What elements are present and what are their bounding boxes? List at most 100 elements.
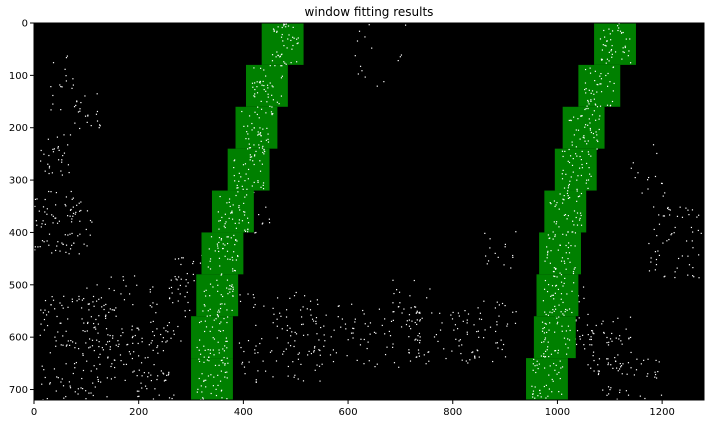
edge-pixel	[152, 286, 154, 288]
left-lane-pixel	[263, 88, 265, 91]
right-lane-pixel	[567, 325, 570, 327]
edge-pixel	[74, 347, 76, 349]
edge-pixel	[515, 311, 517, 313]
right-lane-pixel	[581, 150, 583, 153]
right-lane-pixel	[567, 185, 570, 187]
right-lane-pixel	[565, 268, 567, 270]
left-lane-pixel	[259, 80, 261, 83]
right-lane-pixel	[556, 323, 558, 325]
edge-pixel	[496, 324, 498, 326]
left-lane-pixel	[247, 228, 249, 230]
left-lane-pixel	[221, 216, 223, 219]
right-lane-pixel	[569, 197, 571, 199]
right-lane-pixel	[542, 300, 545, 302]
right-lane-window	[544, 190, 587, 233]
edge-pixel	[357, 73, 359, 75]
edge-pixel	[163, 327, 165, 329]
right-lane-pixel	[561, 393, 563, 395]
right-lane-pixel	[565, 308, 567, 311]
edge-pixel	[325, 314, 327, 316]
edge-pixel	[94, 326, 96, 328]
left-lane-pixel	[242, 188, 244, 190]
edge-pixel	[58, 220, 60, 222]
edge-pixel	[658, 254, 661, 256]
left-lane-pixel	[232, 295, 234, 297]
edge-pixel	[187, 282, 189, 284]
edge-pixel	[150, 342, 152, 344]
right-lane-pixel	[550, 353, 553, 355]
edge-pixel	[654, 373, 657, 376]
edge-pixel	[99, 125, 101, 127]
edge-pixel	[255, 345, 257, 347]
left-lane-pixel	[296, 42, 298, 45]
edge-pixel	[176, 279, 178, 281]
edge-pixel	[47, 311, 50, 313]
left-lane-pixel	[210, 392, 212, 395]
edge-pixel	[445, 357, 447, 360]
edge-pixel	[140, 382, 142, 384]
edge-pixel	[512, 254, 514, 257]
left-lane-pixel	[259, 127, 261, 129]
edge-pixel	[134, 334, 136, 337]
edge-pixel	[392, 343, 394, 345]
edge-pixel	[132, 304, 134, 306]
right-lane-pixel	[564, 150, 566, 152]
left-lane-pixel	[288, 34, 290, 36]
right-lane-pixel	[550, 295, 552, 298]
edge-pixel	[318, 349, 320, 351]
edge-pixel	[478, 318, 481, 320]
right-lane-pixel	[554, 350, 556, 352]
right-lane-pixel	[629, 38, 631, 40]
edge-pixel	[124, 379, 126, 381]
edge-pixel	[87, 115, 89, 117]
left-lane-pixel	[226, 347, 228, 349]
edge-pixel	[460, 352, 462, 355]
edge-pixel	[44, 376, 46, 379]
right-lane-pixel	[554, 275, 556, 278]
left-lane-pixel	[254, 111, 256, 113]
edge-pixel	[628, 337, 630, 339]
edge-pixel	[310, 352, 313, 355]
right-lane-pixel	[604, 36, 606, 38]
edge-pixel	[74, 367, 76, 369]
left-lane-pixel	[280, 95, 283, 97]
left-lane-pixel	[209, 308, 211, 310]
right-lane-pixel	[565, 343, 567, 345]
edge-pixel	[47, 163, 49, 165]
right-lane-pixel	[555, 204, 557, 206]
edge-pixel	[469, 359, 471, 361]
right-lane-pixel	[562, 313, 564, 315]
right-lane-pixel	[588, 167, 590, 169]
right-lane-pixel	[587, 187, 589, 190]
left-lane-pixel	[260, 67, 262, 69]
edge-pixel	[405, 323, 408, 326]
edge-pixel	[77, 348, 80, 350]
edge-pixel	[271, 350, 273, 352]
edge-pixel	[459, 339, 461, 341]
right-lane-pixel	[545, 397, 547, 399]
right-lane-pixel	[585, 108, 587, 110]
right-lane-pixel	[547, 250, 549, 252]
right-lane-pixel	[617, 29, 619, 32]
right-lane-pixel	[612, 90, 614, 92]
edge-pixel	[70, 190, 72, 193]
left-lane-pixel	[225, 340, 227, 343]
edge-pixel	[281, 328, 283, 330]
edge-pixel	[68, 171, 70, 174]
left-lane-window	[245, 64, 288, 107]
edge-pixel	[38, 210, 40, 212]
edge-pixel	[98, 345, 100, 348]
right-lane-pixel	[600, 58, 603, 60]
edge-pixel	[148, 372, 150, 374]
right-lane-pixel	[546, 257, 548, 259]
right-lane-pixel	[587, 140, 589, 142]
right-lane-pixel	[542, 355, 545, 357]
left-lane-pixel	[219, 303, 222, 305]
right-lane-pixel	[618, 27, 620, 29]
edge-pixel	[658, 361, 660, 363]
edge-pixel	[138, 369, 140, 371]
edge-pixel	[131, 336, 134, 339]
edge-pixel	[192, 262, 194, 265]
edge-pixel	[453, 329, 455, 331]
right-lane-pixel	[554, 285, 557, 287]
